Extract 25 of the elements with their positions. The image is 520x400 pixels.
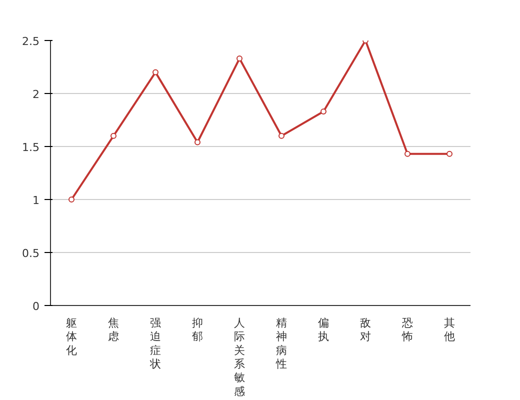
x-tick-label: 其他 xyxy=(444,316,455,344)
point xyxy=(320,108,326,115)
x-tick-label: 躯体化 xyxy=(66,316,77,357)
x-tick-label: 敌对 xyxy=(360,316,371,344)
y-tick-label: 0.5 xyxy=(22,247,40,260)
point xyxy=(404,150,410,157)
point xyxy=(194,139,200,146)
point xyxy=(68,196,74,202)
point xyxy=(278,132,284,139)
y-tick-label: 0 xyxy=(32,300,40,313)
x-tick-label: 焦虑 xyxy=(108,316,119,344)
x-tick-label: 人际关系敏感 xyxy=(234,316,245,398)
x-tick-label: 抑郁 xyxy=(192,316,203,344)
y-tick-label: 1 xyxy=(32,194,40,207)
point xyxy=(152,69,158,76)
point xyxy=(110,132,116,139)
x-tick-label: 强迫症状 xyxy=(149,316,161,370)
x-tick-label: 偏执 xyxy=(318,316,329,344)
y-tick-label: 2 xyxy=(32,88,40,101)
x-tick-label: 恐怖 xyxy=(401,316,413,344)
y-tick-label: 1.5 xyxy=(22,141,40,154)
y-tick-label: 2.5 xyxy=(22,35,40,48)
x-tick-label: 精神病性 xyxy=(275,316,287,370)
point xyxy=(446,150,452,157)
point xyxy=(236,56,242,62)
